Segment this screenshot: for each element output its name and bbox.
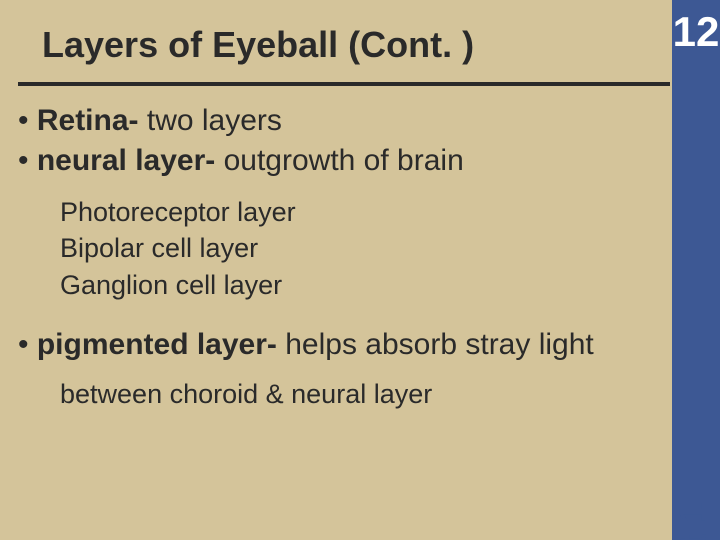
bullet-retina: Retina- two layers [18, 102, 658, 140]
bullet-pigmented-rest: helps absorb stray light [277, 328, 594, 361]
bullet-neural-bold: neural layer- [37, 144, 215, 177]
title-row: Layers of Eyeball (Cont. ) 12 [0, 18, 720, 78]
sublist-neural: Photoreceptor layer Bipolar cell layer G… [18, 195, 658, 303]
slide-number: 12 [672, 8, 720, 56]
content-area: Retina- two layers neural layer- outgrow… [18, 100, 658, 411]
bullet-retina-bold: Retina- [37, 104, 139, 137]
sub-bipolar: Bipolar cell layer [60, 231, 658, 266]
bullet-retina-rest: two layers [139, 104, 282, 137]
right-accent-bar [672, 0, 720, 540]
bullet-pigmented-block: pigmented layer- helps absorb stray ligh… [18, 326, 658, 364]
title-divider [18, 82, 670, 86]
bullet-neural: neural layer- outgrowth of brain [18, 142, 658, 180]
bullet-pigmented: pigmented layer- helps absorb stray ligh… [18, 326, 658, 364]
sub-photoreceptor: Photoreceptor layer [60, 195, 658, 230]
slide: Layers of Eyeball (Cont. ) 12 Retina- tw… [0, 0, 720, 540]
sublist-pigmented: between choroid & neural layer [18, 377, 658, 412]
sub-ganglion: Ganglion cell layer [60, 268, 658, 303]
slide-title: Layers of Eyeball (Cont. ) [42, 24, 474, 66]
sub-between: between choroid & neural layer [60, 377, 658, 412]
bullet-neural-rest: outgrowth of brain [215, 144, 463, 177]
bullet-pigmented-bold: pigmented layer- [37, 328, 277, 361]
unit-label: Unit 1 [673, 502, 716, 540]
